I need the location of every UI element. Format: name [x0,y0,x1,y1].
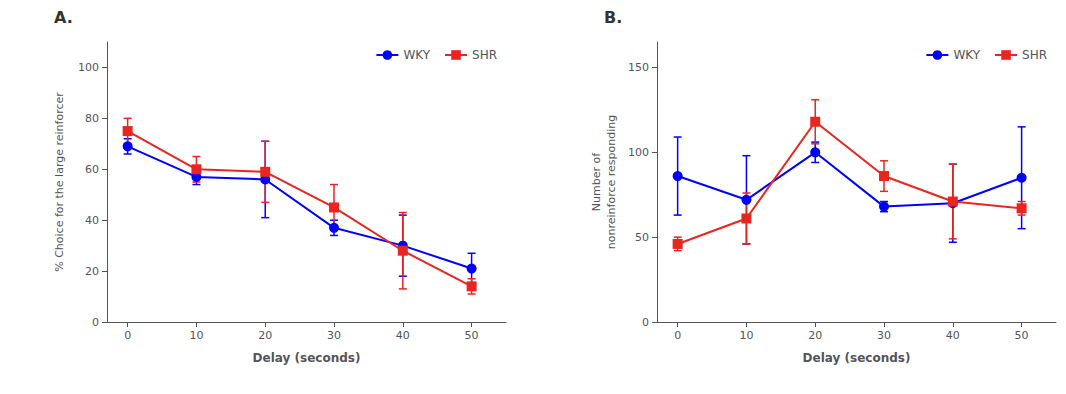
svg-text:50: 50 [1015,329,1029,342]
svg-text:Number of: Number of [590,152,603,211]
svg-text:100: 100 [628,146,649,159]
svg-text:40: 40 [946,329,960,342]
svg-text:150: 150 [628,61,649,74]
svg-text:30: 30 [327,329,341,342]
svg-text:100: 100 [78,61,99,74]
svg-text:40: 40 [85,214,99,227]
svg-text:nonreinforce responding: nonreinforce responding [605,115,618,249]
svg-text:10: 10 [189,329,203,342]
svg-text:0: 0 [674,329,681,342]
svg-text:0: 0 [642,316,649,329]
svg-text:SHR: SHR [472,48,497,62]
svg-text:Delay (seconds): Delay (seconds) [253,351,361,365]
svg-text:0: 0 [92,316,99,329]
svg-text:WKY: WKY [403,48,430,62]
svg-text:80: 80 [85,112,99,125]
svg-text:Delay (seconds): Delay (seconds) [803,351,911,365]
svg-text:SHR: SHR [1022,48,1047,62]
svg-text:% Choice for the large reinfor: % Choice for the large reinforcer [53,92,66,272]
svg-text:20: 20 [808,329,822,342]
svg-text:WKY: WKY [953,48,980,62]
svg-text:20: 20 [85,265,99,278]
svg-text:50: 50 [465,329,479,342]
svg-text:60: 60 [85,163,99,176]
svg-text:50: 50 [635,231,649,244]
svg-text:10: 10 [739,329,753,342]
svg-text:B.: B. [604,8,622,27]
svg-text:40: 40 [396,329,410,342]
svg-text:20: 20 [258,329,272,342]
svg-text:0: 0 [124,329,131,342]
svg-text:30: 30 [877,329,891,342]
svg-text:A.: A. [54,8,73,27]
